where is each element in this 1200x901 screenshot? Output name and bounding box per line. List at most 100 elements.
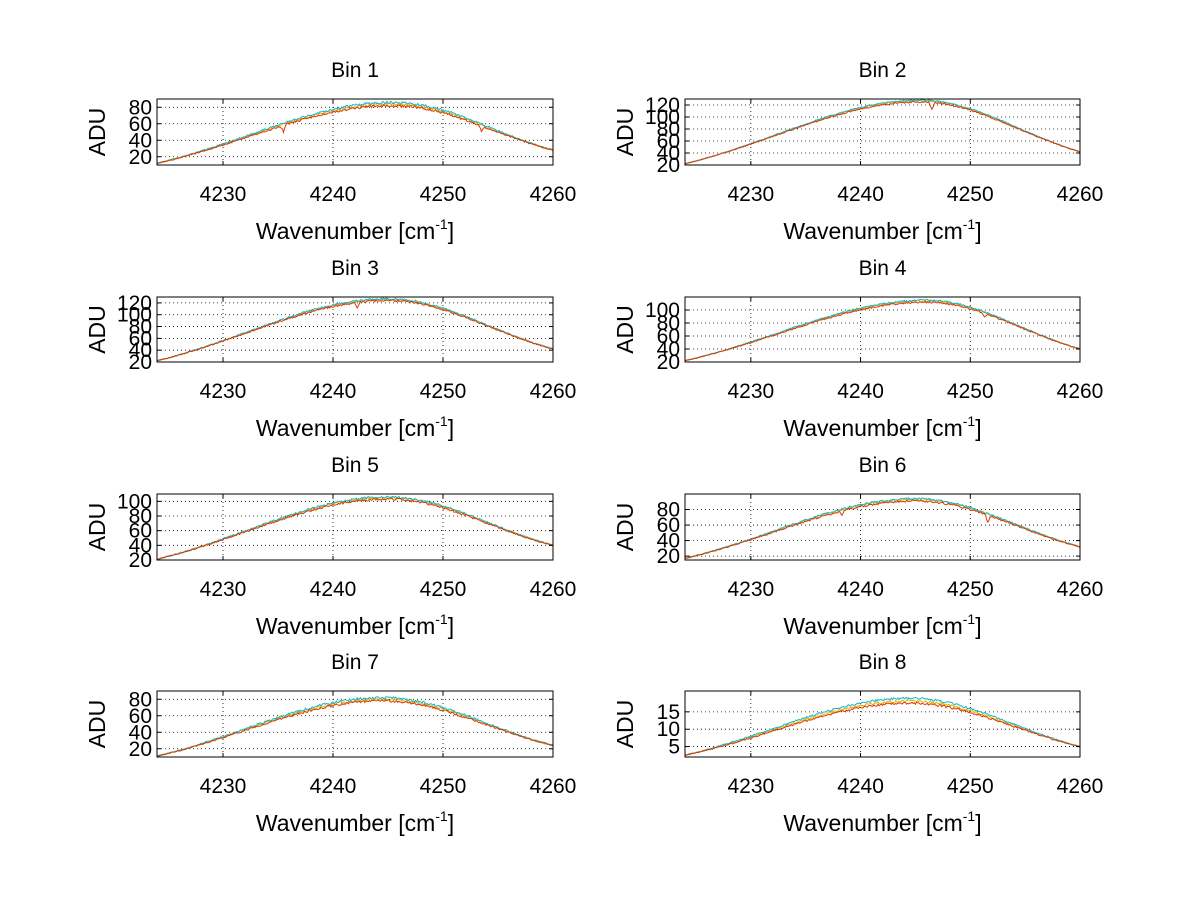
axes-box <box>684 296 1081 363</box>
series-line-1 <box>684 100 1081 165</box>
series-line-3 <box>156 696 554 757</box>
x-tick-label: 4230 <box>727 578 774 601</box>
subplot-title: Bin 7 <box>331 651 379 674</box>
series-line-2 <box>156 102 554 164</box>
y-tick-label: 20 <box>129 738 152 761</box>
y-tick-label: 100 <box>645 106 680 129</box>
y-tick-label: 20 <box>657 351 680 374</box>
y-axis-label: ADU <box>84 108 110 157</box>
x-axis-label: Wavenumber [cm-1] <box>783 808 981 836</box>
x-tick-label: 4240 <box>310 183 357 206</box>
x-tick-label: 4260 <box>530 183 577 206</box>
y-tick-label: 100 <box>117 304 152 327</box>
y-tick-label: 40 <box>657 338 680 361</box>
x-axis-label: Wavenumber [cm-1] <box>256 808 454 836</box>
y-tick-label: 20 <box>657 154 680 177</box>
subplot-title: Bin 4 <box>859 257 907 280</box>
x-tick-label: 4260 <box>530 380 577 403</box>
x-axis-label-superscript: -1 <box>435 216 448 232</box>
series-line-2 <box>684 99 1081 165</box>
series-line-3 <box>156 297 554 362</box>
x-tick-label: 4250 <box>947 578 994 601</box>
series-line-1 <box>684 701 1081 756</box>
y-tick-label: 40 <box>129 534 152 557</box>
axes-box <box>156 493 554 561</box>
x-tick-label: 4260 <box>1057 775 1104 798</box>
series-line-1 <box>156 699 554 757</box>
x-tick-label: 4260 <box>530 578 577 601</box>
x-tick-label: 4230 <box>200 380 247 403</box>
x-tick-label: 4240 <box>310 578 357 601</box>
y-tick-label: 120 <box>645 94 680 117</box>
x-tick-label: 4230 <box>727 775 774 798</box>
series-line-1 <box>156 497 554 561</box>
x-axis-label-superscript: -1 <box>963 216 976 232</box>
x-tick-label: 4240 <box>837 380 884 403</box>
y-tick-label: 40 <box>129 721 152 744</box>
x-tick-label: 4260 <box>530 775 577 798</box>
x-axis-label: Wavenumber [cm-1] <box>783 216 981 244</box>
y-tick-label: 10 <box>657 718 680 741</box>
x-axis-label-end: ] <box>448 415 454 441</box>
subplot-title: Bin 3 <box>331 257 379 280</box>
y-tick-label: 120 <box>117 292 152 315</box>
series-line-2 <box>684 498 1081 559</box>
series-line-3 <box>685 298 1081 361</box>
axes-box <box>684 690 1081 758</box>
x-tick-label: 4230 <box>200 578 247 601</box>
y-tick-label: 20 <box>129 146 152 169</box>
x-axis-label-end: ] <box>975 218 981 244</box>
x-tick-label: 4230 <box>200 775 247 798</box>
x-axis-label-text: Wavenumber [cm <box>256 218 435 244</box>
y-tick-label: 40 <box>657 530 680 553</box>
series-line-3 <box>684 496 1081 559</box>
y-axis-label: ADU <box>612 700 638 749</box>
x-axis-label-end: ] <box>448 810 454 836</box>
x-axis-label-text: Wavenumber [cm <box>783 218 962 244</box>
x-tick-label: 4260 <box>1057 578 1104 601</box>
series-line-2 <box>156 298 553 362</box>
x-tick-label: 4260 <box>1057 380 1104 403</box>
y-tick-label: 60 <box>657 130 680 153</box>
x-axis-label-superscript: -1 <box>435 413 448 429</box>
x-axis-label-superscript: -1 <box>963 413 976 429</box>
x-axis-label: Wavenumber [cm-1] <box>783 611 981 639</box>
y-tick-label: 40 <box>657 142 680 165</box>
series-line-3 <box>157 100 554 164</box>
subplot-title: Bin 5 <box>331 454 379 477</box>
x-axis-label: Wavenumber [cm-1] <box>256 611 454 639</box>
y-tick-label: 60 <box>657 325 680 348</box>
x-axis-label: Wavenumber [cm-1] <box>256 216 454 244</box>
x-tick-label: 4250 <box>420 380 467 403</box>
y-tick-label: 40 <box>129 129 152 152</box>
x-axis-label-superscript: -1 <box>963 808 976 824</box>
series-line-1 <box>684 300 1081 362</box>
series-line-1 <box>684 499 1081 559</box>
x-tick-label: 4230 <box>727 380 774 403</box>
series-line-1 <box>156 299 554 362</box>
y-tick-label: 60 <box>129 520 152 543</box>
y-axis-label: ADU <box>84 700 110 749</box>
y-tick-label: 60 <box>129 705 152 728</box>
axes-box <box>156 690 554 758</box>
y-axis-label: ADU <box>84 503 110 552</box>
subplot-title: Bin 2 <box>859 59 907 82</box>
x-axis-label-text: Wavenumber [cm <box>783 415 962 441</box>
y-axis-label: ADU <box>612 305 638 354</box>
series-line-3 <box>684 98 1081 165</box>
subplot-title: Bin 1 <box>331 59 379 82</box>
series-line-2 <box>684 299 1081 361</box>
y-tick-label: 80 <box>129 96 152 119</box>
x-axis-label-end: ] <box>448 613 454 639</box>
y-tick-label: 20 <box>129 351 152 374</box>
x-tick-label: 4250 <box>420 578 467 601</box>
x-axis-label-end: ] <box>975 810 981 836</box>
axes-box <box>684 98 1081 166</box>
axes-box <box>156 296 554 363</box>
